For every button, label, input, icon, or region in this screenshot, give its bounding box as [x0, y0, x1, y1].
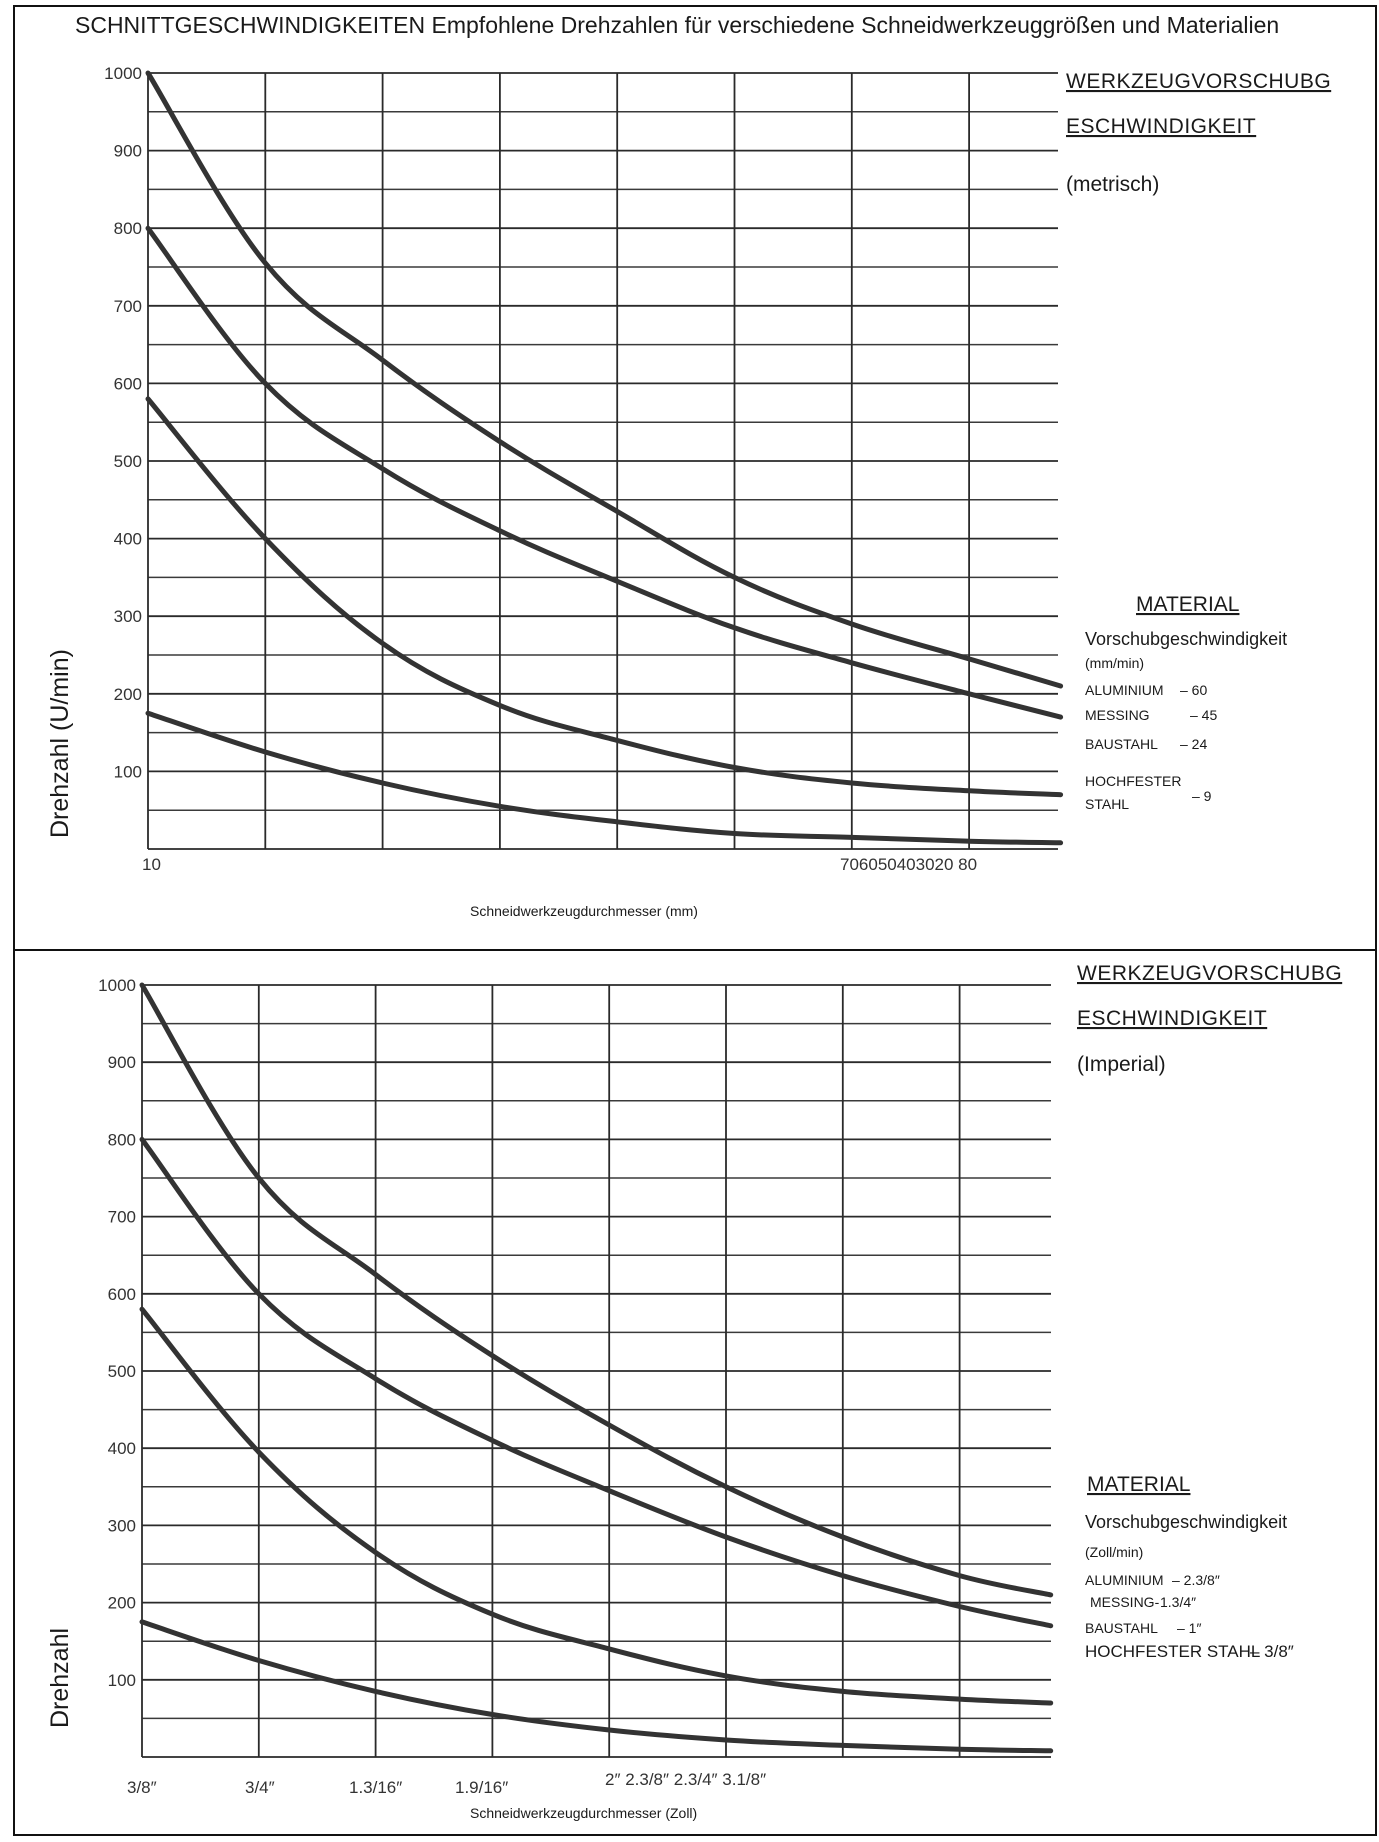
- y-tick-label: 900: [108, 1053, 136, 1072]
- material-messing-metric: MESSING: [1085, 707, 1150, 723]
- curves-imperial: [139, 982, 1054, 1754]
- material-baustahl-value-imperial: – 1″: [1177, 1620, 1201, 1636]
- series-line-2: [139, 1136, 1054, 1629]
- x-tick-label-10: 10: [142, 855, 161, 874]
- material-aluminium-imperial: ALUMINIUM: [1085, 1572, 1164, 1588]
- x-axis-label-metric: Schneidwerkzeugdurchmesser (mm): [470, 903, 698, 919]
- unit-system-imperial: (Imperial): [1077, 1053, 1166, 1076]
- series-line-2: [145, 225, 1064, 720]
- page-title: SCHNITTGESCHWINDIGKEITEN Empfohlene Dreh…: [75, 12, 1279, 38]
- x-tick-label-metric-group: 706050403020 80: [840, 855, 977, 874]
- y-tick-label: 500: [108, 1362, 136, 1381]
- y-axis-label-imperial: Drehzahl: [46, 1628, 74, 1728]
- material-title-metric: MATERIAL: [1136, 593, 1239, 616]
- x-tick-label-1-3-16: 1.3/16″: [349, 1778, 402, 1797]
- series-line-3: [145, 396, 1064, 798]
- feed-heading-line1-metric: WERKZEUGVORSCHUBG: [1066, 70, 1331, 93]
- y-tick-label: 200: [108, 1594, 136, 1613]
- y-axis-label-metric: Drehzahl (U/min): [46, 649, 74, 838]
- x-tick-label-imperial-group: 2″ 2.3/8″ 2.3/4″ 3.1/8″: [605, 1770, 766, 1789]
- material-baustahl-value-metric: – 24: [1180, 736, 1207, 752]
- material-aluminium-metric: ALUMINIUM: [1085, 682, 1164, 698]
- chart-imperial: 1000 900 800 700 600 500 400 300 200 100 Drehzahl…: [46, 962, 1342, 1821]
- material-messing-imperial: MESSING-: [1090, 1594, 1160, 1610]
- feed-heading-line2-metric: ESCHWINDIGKEIT: [1066, 115, 1256, 138]
- feed-rate-label-metric: Vorschubgeschwindigkeit: [1085, 629, 1287, 649]
- feed-rate-unit-metric: (mm/min): [1085, 655, 1144, 671]
- material-baustahl-imperial: BAUSTAHL: [1085, 1620, 1158, 1636]
- x-axis-label-imperial: Schneidwerkzeugdurchmesser (Zoll): [470, 1805, 697, 1821]
- series-line-4: [139, 1619, 1054, 1754]
- curves-metric: [145, 70, 1064, 846]
- series-line-3: [139, 1306, 1054, 1706]
- material-aluminium-value-metric: – 60: [1180, 682, 1207, 698]
- material-messing-value-metric: – 45: [1190, 707, 1217, 723]
- x-tick-label-3-8: 3/8″: [127, 1778, 157, 1797]
- y-tick-label: 300: [108, 1516, 136, 1535]
- y-tick-label: 100: [108, 1671, 136, 1690]
- material-messing-value-imperial: 1.3/4″: [1160, 1594, 1196, 1610]
- unit-system-metric: (metrisch): [1066, 173, 1159, 196]
- material-title-imperial: MATERIAL: [1087, 1473, 1190, 1496]
- x-tick-label-3-4: 3/4″: [245, 1778, 275, 1797]
- y-tick-label: 900: [114, 142, 142, 161]
- grid-metric: [147, 72, 1058, 850]
- material-baustahl-metric: BAUSTAHL: [1085, 736, 1158, 752]
- y-tick-label: 200: [114, 685, 142, 704]
- y-tick-label: 1000: [104, 64, 142, 83]
- y-ticks-imperial: 1000 900 800 700 600 500 400 300 200 100: [98, 976, 136, 1690]
- feed-rate-label-imperial: Vorschubgeschwindigkeit: [1085, 1512, 1287, 1532]
- y-tick-label: 600: [114, 374, 142, 393]
- outer-frame: [13, 5, 1377, 1836]
- material-stahl-metric: STAHL: [1085, 796, 1129, 812]
- feed-rate-unit-imperial: (Zoll/min): [1085, 1544, 1143, 1560]
- x-tick-label-1-9-16: 1.9/16″: [455, 1778, 508, 1797]
- grid-imperial: [141, 984, 1051, 1758]
- y-ticks-metric: 1000 900 800 700 600 500 400 300 200 100: [104, 64, 142, 781]
- y-tick-label: 700: [108, 1208, 136, 1227]
- y-tick-label: 100: [114, 762, 142, 781]
- y-tick-label: 800: [108, 1130, 136, 1149]
- y-tick-label: 1000: [98, 976, 136, 995]
- chart-metric: 1000 900 800 700 600 500 400 300 200 100 Drehzahl…: [46, 64, 1331, 919]
- feed-heading-line1-imperial: WERKZEUGVORSCHUBG: [1077, 962, 1342, 985]
- material-hochfester-value-imperial: – 3/8″: [1250, 1642, 1294, 1661]
- feed-heading-line2-imperial: ESCHWINDIGKEIT: [1077, 1007, 1267, 1030]
- y-tick-label: 500: [114, 452, 142, 471]
- y-tick-label: 400: [108, 1439, 136, 1458]
- series-line-4: [145, 710, 1064, 846]
- material-aluminium-value-imperial: – 2.3/8″: [1172, 1572, 1220, 1588]
- series-line-1: [139, 982, 1054, 1598]
- y-tick-label: 700: [114, 297, 142, 316]
- y-tick-label: 400: [114, 530, 142, 549]
- material-hochfester-imperial: HOCHFESTER STAHL: [1085, 1642, 1260, 1661]
- material-hochfester-metric: HOCHFESTER: [1085, 773, 1181, 789]
- material-hochfester-value-metric: – 9: [1192, 788, 1212, 804]
- y-tick-label: 800: [114, 219, 142, 238]
- y-tick-label: 300: [114, 607, 142, 626]
- y-tick-label: 600: [108, 1285, 136, 1304]
- series-line-1: [145, 70, 1064, 689]
